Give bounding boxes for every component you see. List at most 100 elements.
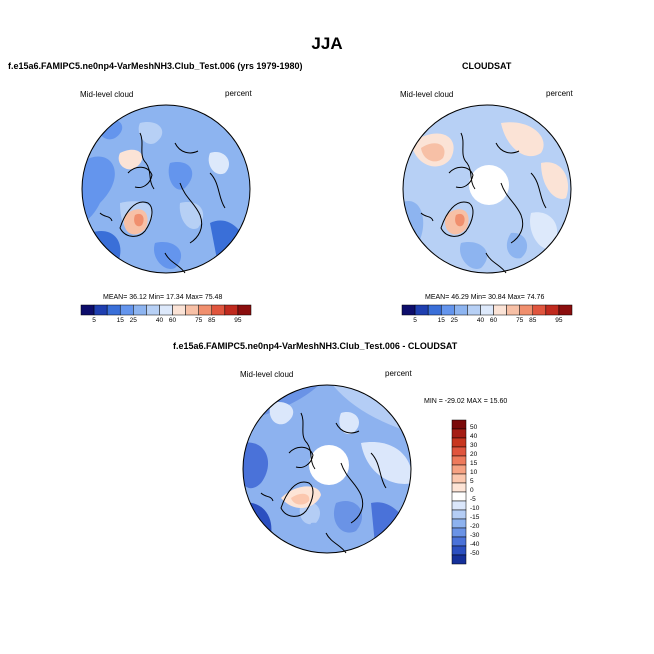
- obs-units-label: percent: [546, 89, 573, 98]
- obs-colorbar-swatch: [467, 304, 481, 316]
- obs-stats: MEAN= 46.29 Min= 30.84 Max= 74.76: [425, 294, 544, 301]
- model-colorbar-tick-label: 95: [234, 317, 242, 324]
- diff-colorbar-tick-label: 20: [470, 451, 478, 458]
- obs-colorbar-swatch: [506, 304, 520, 316]
- model-colorbar-swatch: [185, 304, 199, 316]
- model-mean-value: 36.12: [129, 294, 147, 301]
- diff-colorbar-tick-label: 15: [470, 460, 478, 467]
- obs-colorbar-swatch: [493, 304, 507, 316]
- obs-variable-label: Mid-level cloud: [400, 90, 454, 99]
- model-colorbar-tick-label: 60: [168, 317, 177, 324]
- obs-mean-value: 46.29: [451, 294, 469, 301]
- model-colorbar-swatch: [237, 304, 252, 316]
- model-colorbar-swatch: [224, 304, 239, 316]
- diff-colorbar-swatch: [451, 536, 467, 547]
- model-colorbar-swatch: [106, 304, 121, 316]
- obs-colorbar-swatch: [558, 304, 573, 316]
- diff-polar-map: [242, 384, 412, 554]
- diff-colorbar-swatch: [451, 428, 467, 439]
- obs-min-value: 30.84: [488, 294, 506, 301]
- model-colorbar-ticks: 5 15 25 40 60 75 85 95: [81, 317, 251, 327]
- obs-colorbar-swatch: [414, 304, 429, 316]
- obs-colorbar-swatch: [401, 304, 416, 316]
- obs-colorbar-swatch: [532, 304, 547, 316]
- diff-colorbar-swatch: [451, 491, 467, 502]
- diff-panel-title: f.e15a6.FAMIPC5.ne0np4-VarMeshNH3.Club_T…: [173, 341, 458, 351]
- diff-colorbar-tick-label: 50: [470, 424, 478, 431]
- diff-colorbar-swatch: [451, 554, 467, 565]
- obs-min-label: Min=: [470, 294, 487, 301]
- diff-colorbar-swatch: [451, 545, 467, 556]
- diff-colorbar-swatch: [451, 446, 467, 457]
- obs-colorbar-tick-label: 95: [555, 317, 563, 324]
- model-colorbar-tick-label: 25: [129, 317, 137, 324]
- model-min-value: 17.34: [166, 294, 184, 301]
- diff-colorbar-tick-label: 40: [470, 433, 478, 440]
- diff-colorbar-swatch: [451, 473, 467, 484]
- model-max-value: 75.48: [204, 294, 223, 301]
- obs-mean-label: MEAN=: [425, 294, 450, 301]
- diff-colorbar-swatch: [451, 509, 467, 520]
- diff-stats: MIN = -29.02 MAX = 15.60: [424, 398, 508, 405]
- diff-colorbar-tick-label: -10: [470, 505, 480, 512]
- diff-colorbar-tick-label: -40: [470, 541, 480, 548]
- obs-colorbar: [401, 304, 573, 316]
- model-units-label: percent: [225, 89, 252, 98]
- obs-colorbar-swatch: [440, 304, 455, 316]
- model-colorbar-swatch: [146, 304, 160, 316]
- obs-colorbar-swatch: [545, 304, 560, 316]
- diff-colorbar-swatch: [451, 482, 467, 493]
- diff-colorbar-swatch: [451, 437, 467, 448]
- model-variable-label: Mid-level cloud: [80, 90, 134, 99]
- obs-max-label: Max=: [507, 294, 525, 301]
- diff-colorbar-tick-label: -20: [470, 523, 480, 530]
- model-colorbar-swatch: [80, 304, 95, 316]
- diff-colorbar-swatch: [451, 527, 467, 538]
- obs-colorbar-swatch: [519, 304, 534, 316]
- model-colorbar-swatch: [198, 304, 213, 316]
- diff-colorbar-tick-label: -30: [470, 532, 480, 539]
- model-colorbar-tick-label: 85: [208, 317, 216, 324]
- obs-colorbar-swatch: [454, 304, 468, 316]
- obs-colorbar-tick-label: 85: [529, 317, 537, 324]
- obs-panel-title: CLOUDSAT: [462, 61, 512, 71]
- obs-colorbar-swatch: [427, 304, 442, 316]
- model-colorbar-tick-label: 15: [116, 317, 124, 324]
- diff-colorbar-tick-label: 0: [470, 487, 474, 494]
- model-colorbar: [80, 304, 252, 316]
- diff-colorbar-tick-label: 10: [470, 469, 478, 476]
- obs-colorbar-tick-label: 5: [413, 317, 417, 324]
- model-mean-label: MEAN=: [103, 294, 128, 301]
- obs-colorbar-tick-label: 15: [437, 317, 445, 324]
- obs-colorbar-tick-label: 40: [476, 317, 485, 324]
- model-colorbar-tick-label: 75: [195, 317, 203, 324]
- obs-colorbar-swatch: [480, 304, 494, 316]
- model-panel-title: f.e15a6.FAMIPC5.ne0np4-VarMeshNH3.Club_T…: [8, 61, 303, 71]
- model-colorbar-swatch: [172, 304, 186, 316]
- diff-colorbar-swatch: [451, 455, 467, 466]
- obs-colorbar-tick-label: 25: [450, 317, 458, 324]
- diff-colorbar-tick-label: -50: [470, 550, 480, 557]
- obs-polar-map: [402, 104, 572, 274]
- model-colorbar-tick-label: 40: [155, 317, 164, 324]
- diff-colorbar-tick-label: -5: [470, 496, 476, 503]
- model-colorbar-swatch: [159, 304, 173, 316]
- obs-colorbar-tick-label: 60: [489, 317, 498, 324]
- diff-colorbar-swatch: [451, 518, 467, 529]
- model-colorbar-swatch: [93, 304, 108, 316]
- diff-colorbar-tick-label: 5: [470, 478, 474, 485]
- obs-colorbar-ticks: 5 15 25 40 60 75 85 95: [402, 317, 572, 327]
- model-colorbar-tick-label: 5: [92, 317, 96, 324]
- diff-colorbar-ticks: 50 40 30 20 15 10 5 0 -5 -10 -15 -20 -30 -40 -50: [470, 420, 500, 564]
- model-colorbar-swatch: [119, 304, 134, 316]
- diff-colorbar-tick-label: -15: [470, 514, 480, 521]
- model-polar-map: [81, 104, 251, 274]
- model-min-label: Min=: [148, 294, 165, 301]
- season-title: JJA: [311, 34, 343, 53]
- model-max-label: Max=: [185, 294, 203, 301]
- diff-units-label: percent: [385, 369, 412, 378]
- obs-colorbar-tick-label: 75: [516, 317, 524, 324]
- diff-colorbar-swatch: [451, 500, 467, 511]
- diff-variable-label: Mid-level cloud: [240, 370, 294, 379]
- model-colorbar-swatch: [133, 304, 147, 316]
